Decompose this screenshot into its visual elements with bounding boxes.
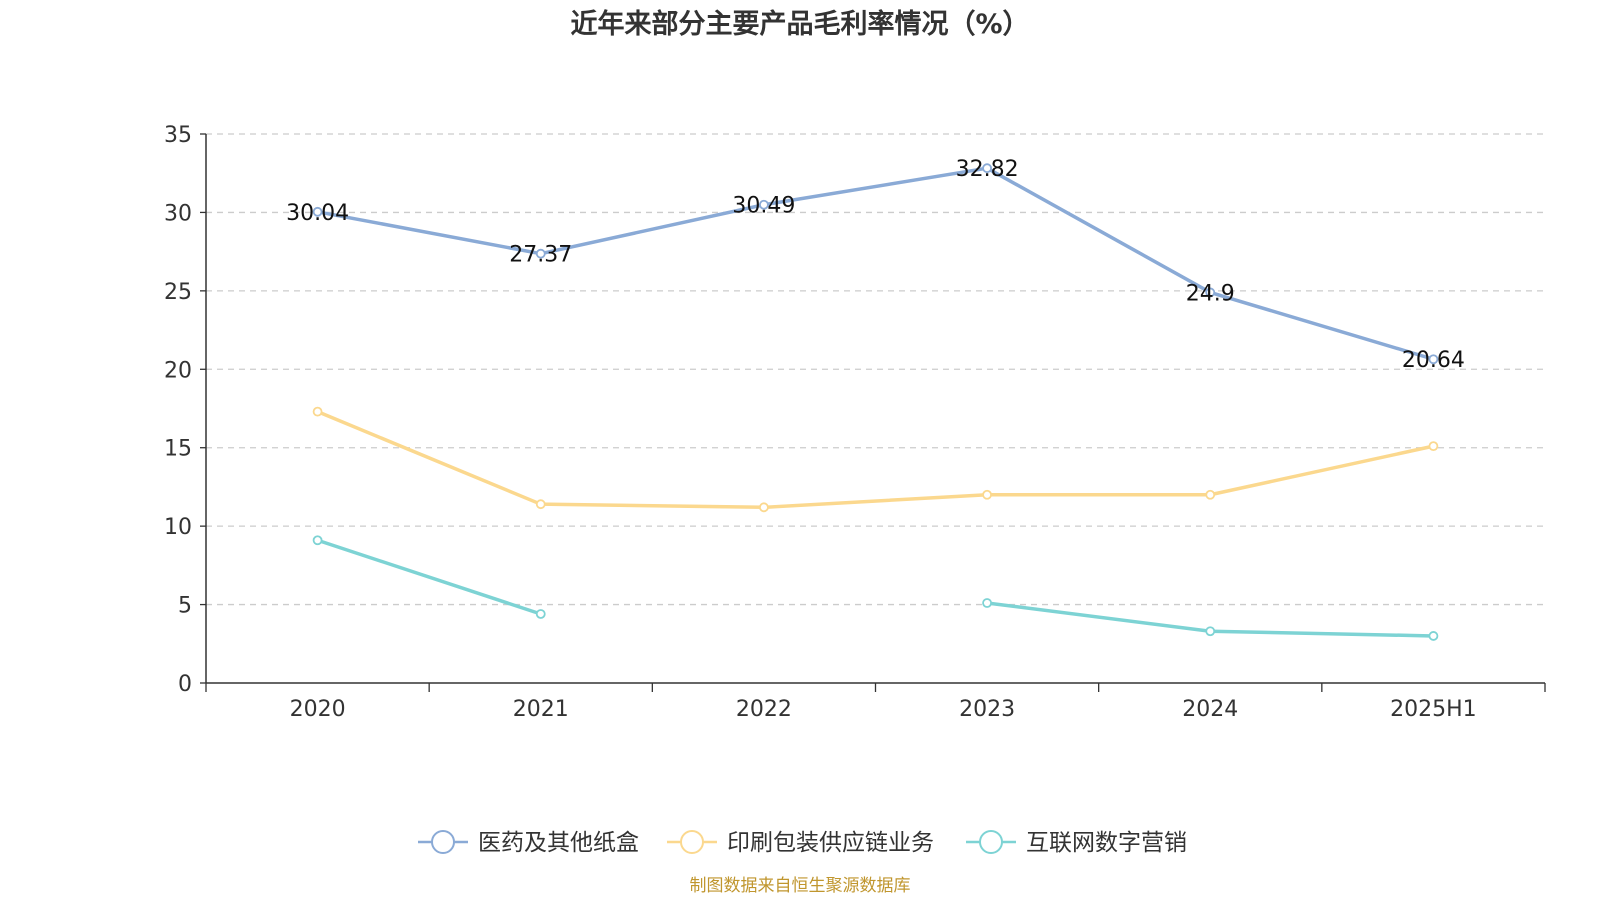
y-tick-label: 5 — [178, 594, 192, 619]
data-label: 30.04 — [286, 201, 349, 226]
data-labels: 30.04 27.37 30.49 32.82 24.9 20.64 — [286, 157, 1465, 373]
data-label: 24.9 — [1186, 281, 1235, 306]
series-line — [317, 538, 542, 616]
data-label: 30.49 — [732, 194, 795, 219]
chart-title: 近年来部分主要产品毛利率情况（%） — [570, 8, 1029, 40]
data-point[interactable] — [1428, 354, 1439, 365]
data-point[interactable] — [759, 502, 769, 513]
y-tick-label: 35 — [164, 123, 192, 148]
legend-marker — [680, 830, 704, 854]
legend[interactable]: 医药及其他纸盒 印刷包装供应链业务 互联网数字营销 — [418, 830, 1187, 856]
x-tick-label: 2022 — [736, 697, 792, 722]
y-tick-label: 30 — [164, 201, 192, 226]
data-point[interactable] — [759, 199, 769, 210]
x-tick-label: 2023 — [959, 697, 1015, 722]
data-label: 20.64 — [1402, 348, 1465, 373]
data-point[interactable] — [982, 489, 992, 500]
data-point[interactable] — [312, 535, 323, 546]
y-tick-label: 10 — [164, 515, 192, 540]
y-tick-label: 25 — [164, 280, 192, 305]
legend-label: 印刷包装供应链业务 — [727, 830, 934, 856]
series-0 — [312, 163, 1439, 365]
data-point[interactable] — [535, 609, 546, 619]
legend-label: 互联网数字营销 — [1026, 830, 1187, 856]
data-point[interactable] — [312, 406, 323, 417]
data-point[interactable] — [982, 598, 992, 608]
data-point[interactable] — [1205, 626, 1216, 637]
legend-item-0[interactable]: 医药及其他纸盒 — [418, 830, 639, 856]
data-point[interactable] — [1428, 631, 1439, 641]
data-label: 32.82 — [956, 157, 1019, 182]
series-line — [316, 410, 1434, 510]
legend-marker — [431, 830, 455, 854]
series-2 — [312, 535, 1439, 641]
source-note: 制图数据来自恒生聚源数据库 — [690, 876, 911, 896]
legend-item-2[interactable]: 互联网数字营销 — [966, 830, 1187, 856]
data-label: 27.37 — [509, 243, 572, 268]
y-tick-label: 20 — [164, 358, 192, 383]
data-point[interactable] — [535, 499, 546, 510]
legend-marker — [979, 830, 1003, 854]
x-tick-label: 2021 — [513, 697, 569, 722]
series-line — [317, 166, 1434, 361]
data-point[interactable] — [1205, 287, 1216, 298]
x-tick-label: 2025H1 — [1390, 697, 1477, 722]
data-point[interactable] — [535, 248, 546, 259]
gridlines — [206, 133, 1545, 606]
x-tick-label: 2024 — [1182, 697, 1238, 722]
legend-item-1[interactable]: 印刷包装供应链业务 — [667, 830, 934, 856]
y-tick-label: 0 — [178, 672, 192, 697]
data-point[interactable] — [1428, 441, 1439, 452]
y-tick-label: 15 — [164, 437, 192, 462]
legend-label: 医药及其他纸盒 — [478, 830, 639, 856]
axes: 0 5 10 15 20 25 30 35 2020 2021 2022 2023 2024 2025H1 — [164, 123, 1546, 722]
data-point[interactable] — [982, 163, 992, 174]
data-point[interactable] — [1205, 489, 1216, 500]
series-1 — [312, 406, 1439, 513]
series-lines — [312, 163, 1439, 641]
data-point[interactable] — [312, 206, 323, 217]
x-tick-label: 2020 — [290, 697, 346, 722]
